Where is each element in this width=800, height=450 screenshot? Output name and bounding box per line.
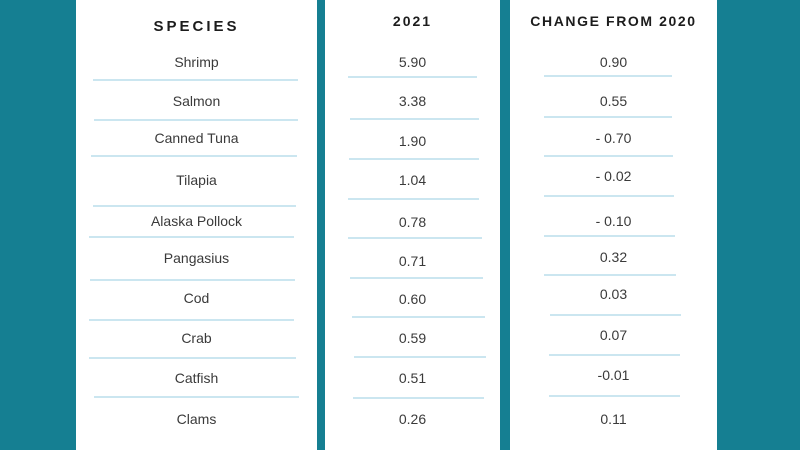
species-cell: Shrimp <box>174 54 219 70</box>
row-divider <box>89 236 294 238</box>
species-column-header: SPECIES <box>153 18 240 35</box>
row-divider <box>353 397 484 399</box>
value-2021-cell: 0.78 <box>398 214 427 230</box>
row-divider <box>544 75 672 77</box>
change-cell: 0.11 <box>600 411 627 427</box>
species-cell: Canned Tuna <box>154 130 239 146</box>
row-divider <box>348 237 482 239</box>
change-cell: 0.90 <box>599 54 628 70</box>
value-2021-cell: 0.59 <box>398 330 427 346</box>
species-cell: Tilapia <box>176 172 217 188</box>
row-divider <box>544 155 673 157</box>
row-divider <box>550 314 681 316</box>
value-2021-cell: 0.51 <box>398 370 427 386</box>
row-divider <box>549 354 680 356</box>
row-divider <box>89 319 294 321</box>
year-2021-column-panel: 2021 5.90 3.38 1.90 1.04 0.78 0.71 0.60 0.59 0.5… <box>325 0 500 450</box>
value-2021-cell: 5.90 <box>398 54 427 70</box>
change-column-header: CHANGE FROM 2020 <box>530 13 697 29</box>
row-divider <box>90 279 295 281</box>
change-cell: - 0.02 <box>595 168 632 184</box>
row-divider <box>352 316 485 318</box>
species-cell: Salmon <box>172 93 221 109</box>
species-cell: Alaska Pollock <box>150 213 243 229</box>
species-cell: Crab <box>181 330 212 346</box>
change-cell: 0.32 <box>599 249 628 265</box>
row-divider <box>94 119 298 121</box>
row-divider <box>89 357 296 359</box>
species-cell: Cod <box>183 290 210 306</box>
species-column-panel: SPECIES Shrimp Salmon Canned Tuna Tilapia Al… <box>76 0 317 450</box>
change-cell: 0.07 <box>599 327 628 343</box>
row-divider <box>354 356 486 358</box>
row-divider <box>544 274 676 276</box>
row-divider <box>549 395 680 397</box>
row-divider <box>93 205 296 207</box>
row-divider <box>94 396 299 398</box>
value-2021-cell: 1.04 <box>398 172 427 188</box>
row-divider <box>93 79 298 81</box>
value-2021-cell: 0.60 <box>398 291 427 307</box>
species-cell: Clams <box>176 411 217 427</box>
year-2021-column-header: 2021 <box>392 13 433 29</box>
row-divider <box>350 118 479 120</box>
change-column-panel: CHANGE FROM 2020 0.90 0.55 - 0.70 - 0.02 - 0… <box>510 0 717 450</box>
row-divider <box>348 198 479 200</box>
change-cell: 0.03 <box>599 286 628 302</box>
row-divider <box>349 158 479 160</box>
row-divider <box>544 235 675 237</box>
change-cell: - 0.70 <box>595 130 632 146</box>
value-2021-cell: 0.26 <box>398 411 427 427</box>
value-2021-cell: 1.90 <box>398 133 427 149</box>
row-divider <box>91 155 297 157</box>
row-divider <box>544 195 674 197</box>
row-divider <box>350 277 483 279</box>
species-cell: Pangasius <box>163 250 230 266</box>
change-cell: - 0.10 <box>595 213 632 229</box>
value-2021-cell: 3.38 <box>398 93 427 109</box>
species-cell: Catfish <box>174 370 219 386</box>
change-cell: 0.55 <box>599 93 628 109</box>
row-divider <box>544 116 672 118</box>
change-cell: -0.01 <box>597 367 630 383</box>
value-2021-cell: 0.71 <box>398 253 427 269</box>
row-divider <box>348 76 477 78</box>
